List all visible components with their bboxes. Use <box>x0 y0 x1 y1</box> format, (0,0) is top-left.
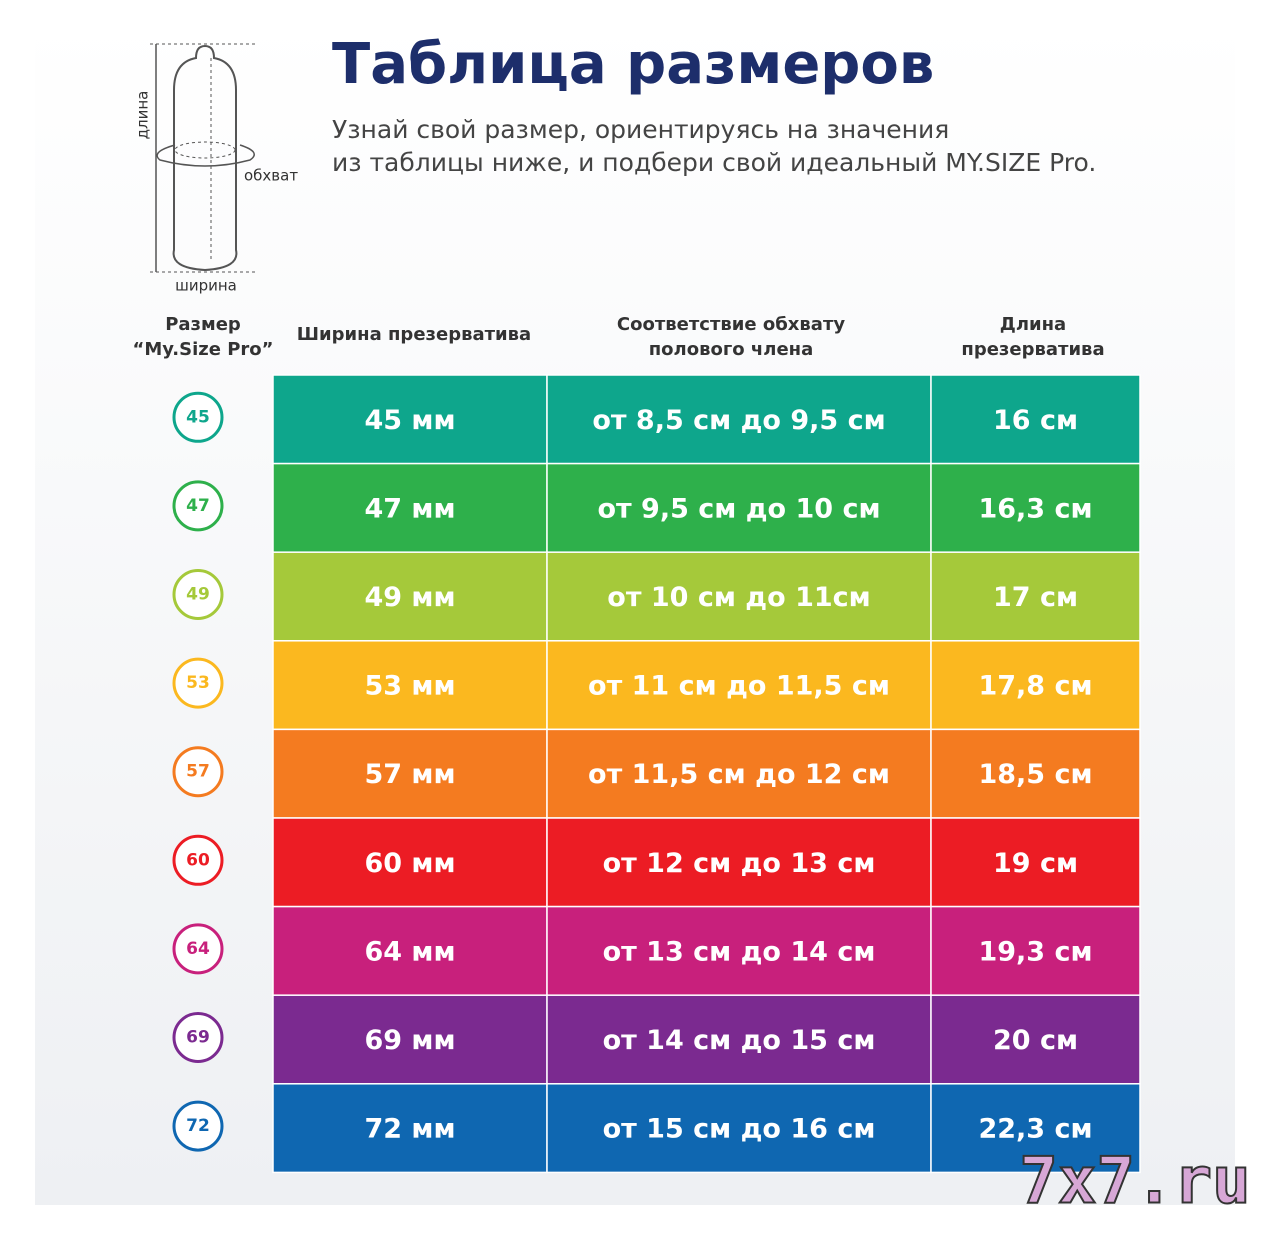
size-badge-text: 45 <box>186 407 210 427</box>
cell-text: 18,5 см <box>978 759 1092 790</box>
size-badge-text: 49 <box>186 585 210 605</box>
cell-text: от 12 см до 13 см <box>603 848 876 879</box>
size-badge-text: 53 <box>186 673 210 693</box>
size-badge <box>172 1012 224 1063</box>
column-header: Соответствие обхвату <box>617 314 846 335</box>
cell-text: 64 мм <box>364 936 455 967</box>
table-cell <box>930 551 1141 642</box>
cell-text: от 14 см до 15 см <box>603 1025 876 1056</box>
table-cell <box>930 728 1141 819</box>
size-badge-text: 57 <box>186 762 210 782</box>
cell-text: 60 мм <box>364 848 455 879</box>
column-header: “My.Size Pro” <box>132 339 273 360</box>
cell-text: от 10 см до 11см <box>607 582 870 613</box>
cell-text: 16,3 см <box>978 493 1092 524</box>
table-cell <box>272 817 548 908</box>
cell-text: 69 мм <box>364 1025 455 1056</box>
subtitle-line: Узнай свой размер, ориентируясь на значе… <box>332 115 949 144</box>
table-cell <box>546 1083 932 1174</box>
table-cell <box>546 640 932 731</box>
table-cell <box>272 728 548 819</box>
table-cell <box>930 462 1141 553</box>
column-header: Длина <box>1000 314 1066 335</box>
table-cell <box>930 1083 1141 1174</box>
cell-text: 17,8 см <box>978 671 1092 702</box>
cell-text: 17 см <box>993 582 1078 613</box>
table-cell <box>546 551 932 642</box>
size-badge <box>172 746 224 798</box>
table-cell <box>272 1083 548 1174</box>
diagram-width: ширина <box>175 277 237 295</box>
subtitle-line: из таблицы ниже, и подбери свой идеальны… <box>332 148 1096 177</box>
cell-text: 19 см <box>993 848 1078 879</box>
cell-text: 72 мм <box>364 1114 455 1145</box>
column-header: полового члена <box>649 339 813 360</box>
cell-text: 19,3 см <box>978 936 1092 967</box>
size-badge <box>172 569 224 620</box>
column-header: Размер <box>165 314 241 335</box>
cell-text: 16 см <box>993 405 1078 436</box>
cell-text: 49 мм <box>364 582 455 613</box>
size-badge-text: 69 <box>186 1028 210 1048</box>
cell-text: от 8,5 см до 9,5 см <box>592 405 885 436</box>
table-cell <box>546 728 932 819</box>
size-badge <box>172 657 224 709</box>
diagram-length: длина <box>134 91 152 140</box>
table-cell <box>546 994 932 1085</box>
table-cell <box>546 817 932 908</box>
cell-text: 53 мм <box>364 671 455 702</box>
table-cell <box>930 905 1141 996</box>
cell-text: от 11,5 см до 12 см <box>588 759 890 790</box>
condom-diagram <box>150 43 256 273</box>
title: Таблица размеров <box>332 32 934 97</box>
table-cell <box>930 817 1141 908</box>
size-badge <box>172 1100 224 1152</box>
size-badge-text: 47 <box>186 496 210 516</box>
cell-text: 57 мм <box>364 759 455 790</box>
cell-text: от 11 см до 11,5 см <box>588 671 890 702</box>
cell-text: от 9,5 см до 10 см <box>597 493 880 524</box>
cell-text: 45 мм <box>364 405 455 436</box>
diagram-girth: обхват <box>244 167 298 185</box>
size-badge-text: 60 <box>186 850 210 870</box>
table-cell <box>546 374 932 465</box>
table-cell <box>272 551 548 642</box>
size-badge <box>172 480 224 532</box>
table-cell <box>546 462 932 553</box>
column-header: презерватива <box>961 339 1104 360</box>
table-cell <box>546 905 932 996</box>
size-badge-text: 64 <box>186 939 210 959</box>
table-cell <box>930 994 1141 1085</box>
size-badge-text: 72 <box>186 1116 210 1136</box>
table-cell <box>272 374 548 465</box>
size-badge <box>172 923 224 975</box>
size-badge <box>172 834 224 886</box>
watermark: 7x7.ru <box>1019 1145 1250 1219</box>
cell-text: 20 см <box>993 1025 1078 1056</box>
cell-text: 47 мм <box>364 493 455 524</box>
cell-text: от 15 см до 16 см <box>603 1114 876 1145</box>
table-cell <box>272 640 548 731</box>
size-badge <box>172 391 224 443</box>
cell-text: от 13 см до 14 см <box>603 936 876 967</box>
table-cell <box>272 905 548 996</box>
column-header: Ширина презерватива <box>297 324 531 345</box>
cell-text: 22,3 см <box>978 1114 1092 1145</box>
table-cell <box>272 462 548 553</box>
